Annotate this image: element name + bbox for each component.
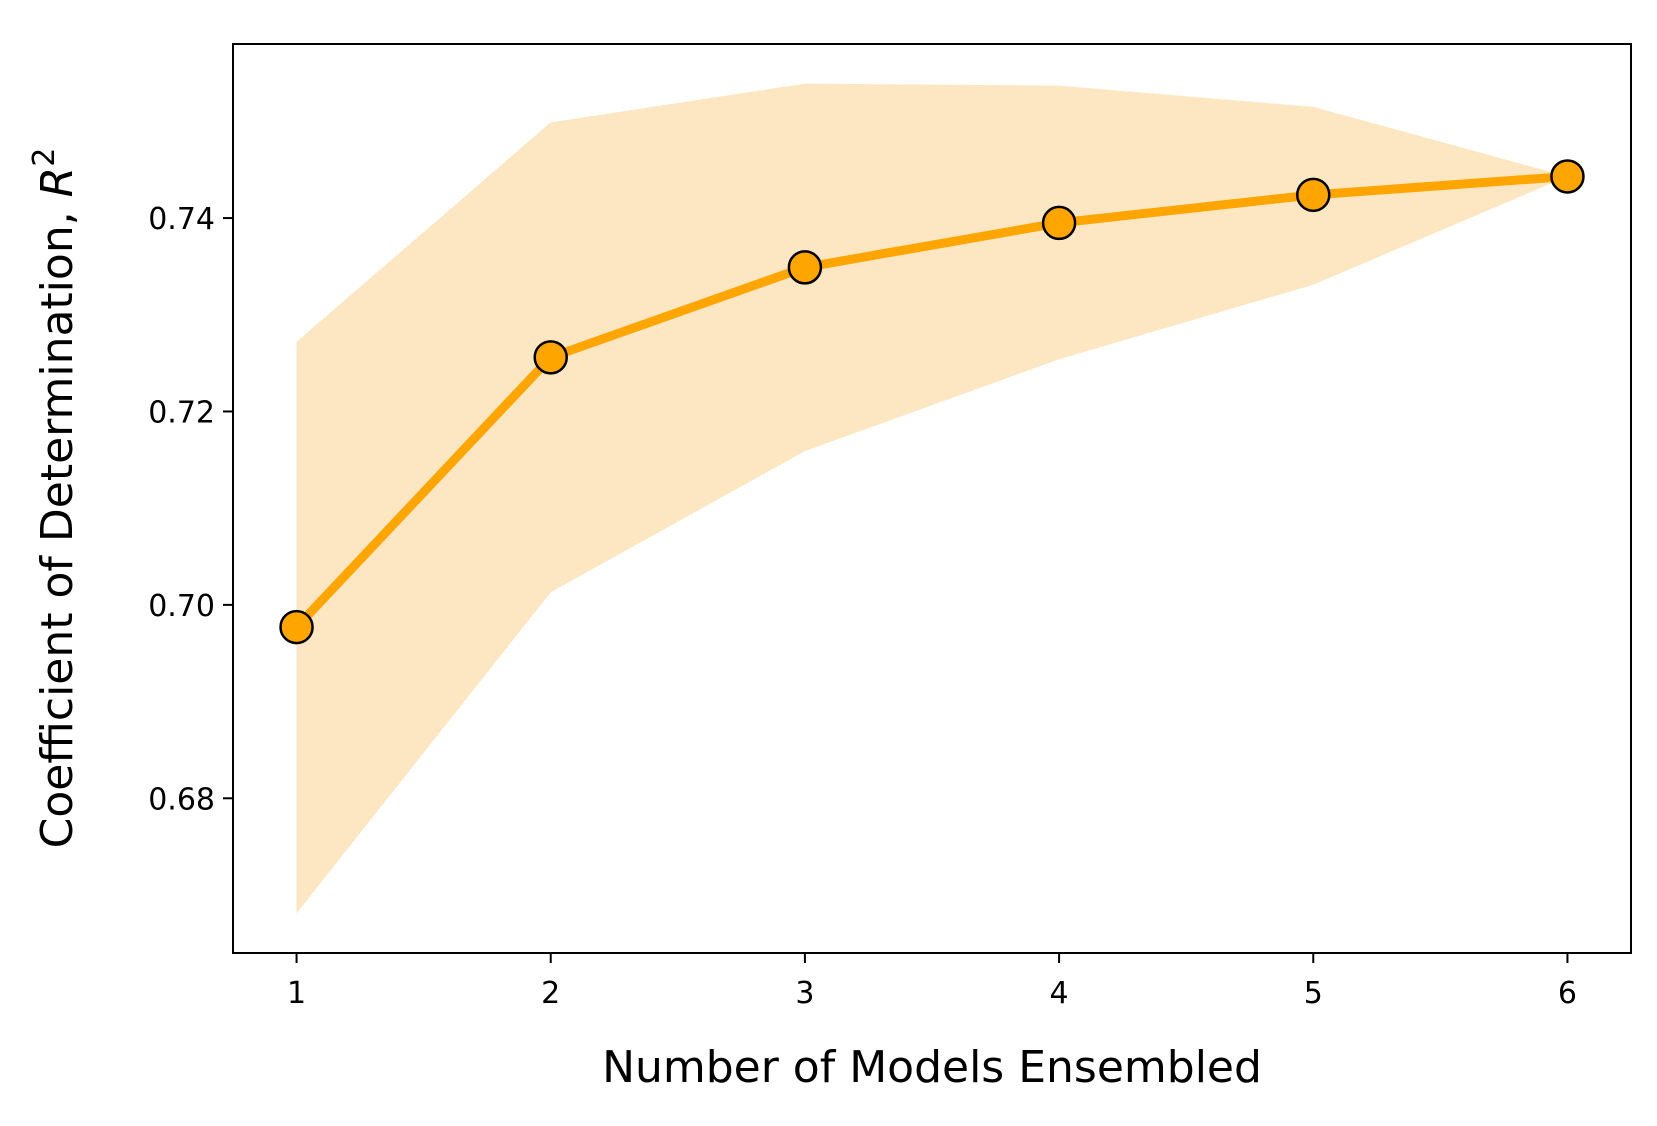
x-tick-label: 3 (795, 976, 814, 1011)
data-point (787, 250, 823, 285)
y-tick-label: 0.70 (148, 589, 215, 624)
x-tick-label: 2 (541, 976, 560, 1011)
y-axis-label-text: Coefficient of Determination, (32, 197, 83, 848)
y-tick-label: 0.74 (148, 202, 215, 237)
y-tick-label: 0.68 (148, 782, 215, 817)
data-point (1296, 177, 1331, 213)
x-tick-label: 5 (1304, 976, 1323, 1011)
y-axis-ticks: 0.68 0.70 0.72 0.74 (148, 202, 233, 817)
x-axis-ticks: 1 2 3 4 5 6 (287, 953, 1577, 1011)
marker-layer (279, 159, 1585, 645)
confidence-band-layer (296, 83, 1568, 914)
y-axis-label-symbol: R (32, 167, 83, 198)
x-tick-label: 1 (287, 976, 306, 1011)
series-line-layer (292, 171, 1572, 632)
y-tick-label: 0.72 (148, 395, 215, 430)
data-point (1041, 205, 1077, 241)
data-point (1550, 159, 1585, 194)
x-tick-label: 4 (1050, 976, 1069, 1011)
x-axis-label: Number of Models Ensembled (602, 1042, 1262, 1093)
data-point (279, 609, 314, 645)
plot-area-frame (232, 43, 1632, 954)
y-axis-label: Coefficient of Determination, R2 (27, 148, 83, 849)
x-tick-label: 6 (1558, 976, 1577, 1011)
series-line (292, 171, 1572, 632)
data-point (533, 340, 568, 375)
confidence-band (296, 83, 1568, 914)
y-axis-label-superscript: 2 (27, 148, 62, 167)
